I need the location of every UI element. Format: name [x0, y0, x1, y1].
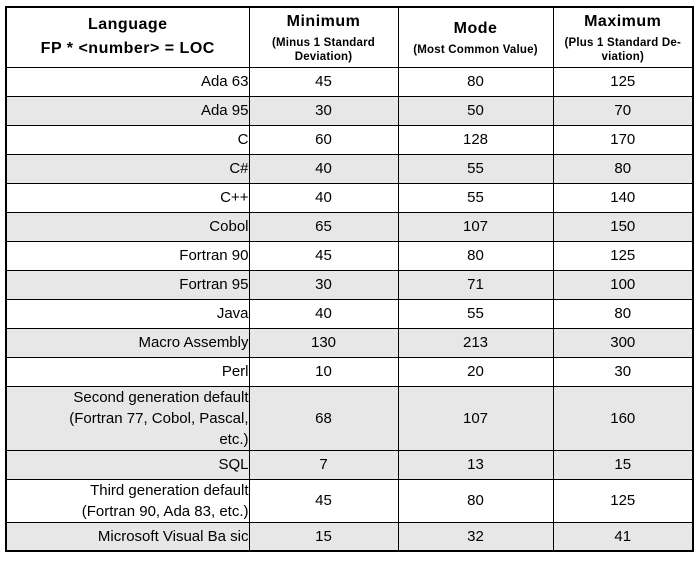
language-cell: Ada 63 — [5, 66, 250, 97]
header-row: Language FP * <number> = LOC Minimum (Mi… — [5, 6, 694, 68]
table-row: C 60 128 170 — [5, 124, 694, 155]
minimum-cell: 10 — [248, 356, 399, 387]
minimum-header-title: Minimum — [286, 13, 361, 31]
table-row: SQL 7 13 15 — [5, 449, 694, 480]
minimum-cell: 40 — [248, 182, 399, 213]
maximum-cell: 300 — [552, 327, 694, 358]
mode-cell: 128 — [397, 124, 554, 155]
table-row: Macro Assembly 130 213 300 — [5, 327, 694, 358]
maximum-cell: 15 — [552, 449, 694, 480]
maximum-cell: 100 — [552, 269, 694, 300]
minimum-cell: 40 — [248, 153, 399, 184]
minimum-cell: 45 — [248, 478, 399, 523]
table-row: Ada 63 45 80 125 — [5, 66, 694, 97]
minimum-cell: 68 — [248, 385, 399, 451]
mode-cell: 80 — [397, 478, 554, 523]
table-row: C++ 40 55 140 — [5, 182, 694, 213]
mode-cell: 32 — [397, 521, 554, 552]
language-cell: Cobol — [5, 211, 250, 242]
table-row: Cobol 65 107 150 — [5, 211, 694, 242]
maximum-header-title: Maximum — [584, 13, 662, 31]
language-cell: SQL — [5, 449, 250, 480]
maximum-cell: 160 — [552, 385, 694, 451]
language-cell: Second generation default (Fortran 77, C… — [5, 385, 250, 451]
minimum-cell: 30 — [248, 95, 399, 126]
language-cell: C — [5, 124, 250, 155]
maximum-cell: 170 — [552, 124, 694, 155]
mode-header-title: Mode — [453, 20, 498, 38]
mode-cell: 55 — [397, 153, 554, 184]
mode-cell: 13 — [397, 449, 554, 480]
table-row: Fortran 90 45 80 125 — [5, 240, 694, 271]
mode-cell: 80 — [397, 240, 554, 271]
minimum-cell: 130 — [248, 327, 399, 358]
minimum-header-subtitle: (Minus 1 Standard Deviation) — [271, 37, 376, 64]
language-cell: C# — [5, 153, 250, 184]
maximum-header-subtitle: (Plus 1 Standard De- viation) — [564, 37, 681, 64]
minimum-cell: 7 — [248, 449, 399, 480]
maximum-column-header: Maximum (Plus 1 Standard De- viation) — [552, 6, 694, 68]
language-cell: Fortran 90 — [5, 240, 250, 271]
minimum-cell: 30 — [248, 269, 399, 300]
mode-cell: 55 — [397, 298, 554, 329]
language-cell: Ada 95 — [5, 95, 250, 126]
fp-to-loc-conversion-table: Language FP * <number> = LOC Minimum (Mi… — [5, 6, 694, 552]
language-cell: Perl — [5, 356, 250, 387]
maximum-cell: 80 — [552, 153, 694, 184]
table-row: Perl 10 20 30 — [5, 356, 694, 387]
mode-cell: 213 — [397, 327, 554, 358]
language-header-text: Language FP * <number> = LOC — [40, 16, 215, 58]
table-row: Fortran 95 30 71 100 — [5, 269, 694, 300]
maximum-cell: 125 — [552, 66, 694, 97]
maximum-cell: 125 — [552, 478, 694, 523]
mode-cell: 80 — [397, 66, 554, 97]
minimum-cell: 60 — [248, 124, 399, 155]
language-cell: Macro Assembly — [5, 327, 250, 358]
table-row: Third generation default (Fortran 90, Ad… — [5, 478, 694, 523]
language-cell: Microsoft Visual Ba sic — [5, 521, 250, 552]
mode-header-subtitle: (Most Common Value) — [413, 44, 538, 57]
language-cell: Fortran 95 — [5, 269, 250, 300]
maximum-cell: 140 — [552, 182, 694, 213]
table-body: Ada 63 45 80 125 Ada 95 30 50 70 C 60 12… — [5, 66, 694, 552]
minimum-column-header: Minimum (Minus 1 Standard Deviation) — [248, 6, 399, 68]
language-cell: C++ — [5, 182, 250, 213]
table-row: Ada 95 30 50 70 — [5, 95, 694, 126]
mode-cell: 107 — [397, 385, 554, 451]
language-cell: Third generation default (Fortran 90, Ad… — [5, 478, 250, 523]
mode-cell: 55 — [397, 182, 554, 213]
maximum-cell: 41 — [552, 521, 694, 552]
language-column-header: Language FP * <number> = LOC — [5, 6, 250, 68]
minimum-cell: 45 — [248, 66, 399, 97]
minimum-cell: 15 — [248, 521, 399, 552]
table-row: C# 40 55 80 — [5, 153, 694, 184]
maximum-cell: 70 — [552, 95, 694, 126]
minimum-cell: 65 — [248, 211, 399, 242]
maximum-cell: 80 — [552, 298, 694, 329]
mode-cell: 71 — [397, 269, 554, 300]
maximum-cell: 150 — [552, 211, 694, 242]
table-row: Microsoft Visual Ba sic 15 32 41 — [5, 521, 694, 552]
maximum-cell: 30 — [552, 356, 694, 387]
table-row: Second generation default (Fortran 77, C… — [5, 385, 694, 451]
minimum-cell: 45 — [248, 240, 399, 271]
language-cell: Java — [5, 298, 250, 329]
minimum-cell: 40 — [248, 298, 399, 329]
mode-cell: 50 — [397, 95, 554, 126]
maximum-cell: 125 — [552, 240, 694, 271]
mode-cell: 107 — [397, 211, 554, 242]
table-row: Java 40 55 80 — [5, 298, 694, 329]
mode-cell: 20 — [397, 356, 554, 387]
mode-column-header: Mode (Most Common Value) — [397, 6, 554, 68]
